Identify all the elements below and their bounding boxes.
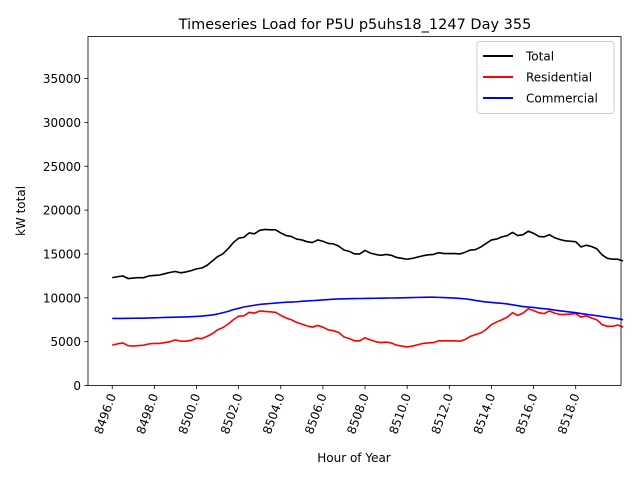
y-tick-label: 15000 [43,247,81,261]
x-axis-label: Hour of Year [317,451,391,465]
legend-label-total: Total [525,50,554,64]
y-axis-label: kW total [14,186,28,236]
series-line-commercial [112,296,624,321]
y-tick-label: 35000 [43,72,81,86]
legend: Total Residential Commercial [476,41,615,114]
y-tick-label: 25000 [43,160,81,174]
y-tick-label: 5000 [50,335,81,349]
y-axis-ticks: 0 5000 10000 15000 20000 25000 30000 35000 [43,72,88,393]
y-tick-label: 10000 [43,291,81,305]
series-lines [112,228,624,348]
y-tick-label: 0 [73,379,81,393]
axes-frame [87,36,622,386]
series-line-residential [112,307,624,348]
y-tick-label: 30000 [43,116,81,130]
chart-title: Timeseries Load for P5U p5uhs18_1247 Day… [178,17,532,33]
legend-box [476,41,615,114]
series-line-total [112,228,624,280]
y-tick-label: 20000 [43,204,81,218]
legend-label-residential: Residential [526,71,592,85]
legend-label-commercial: Commercial [526,92,598,106]
